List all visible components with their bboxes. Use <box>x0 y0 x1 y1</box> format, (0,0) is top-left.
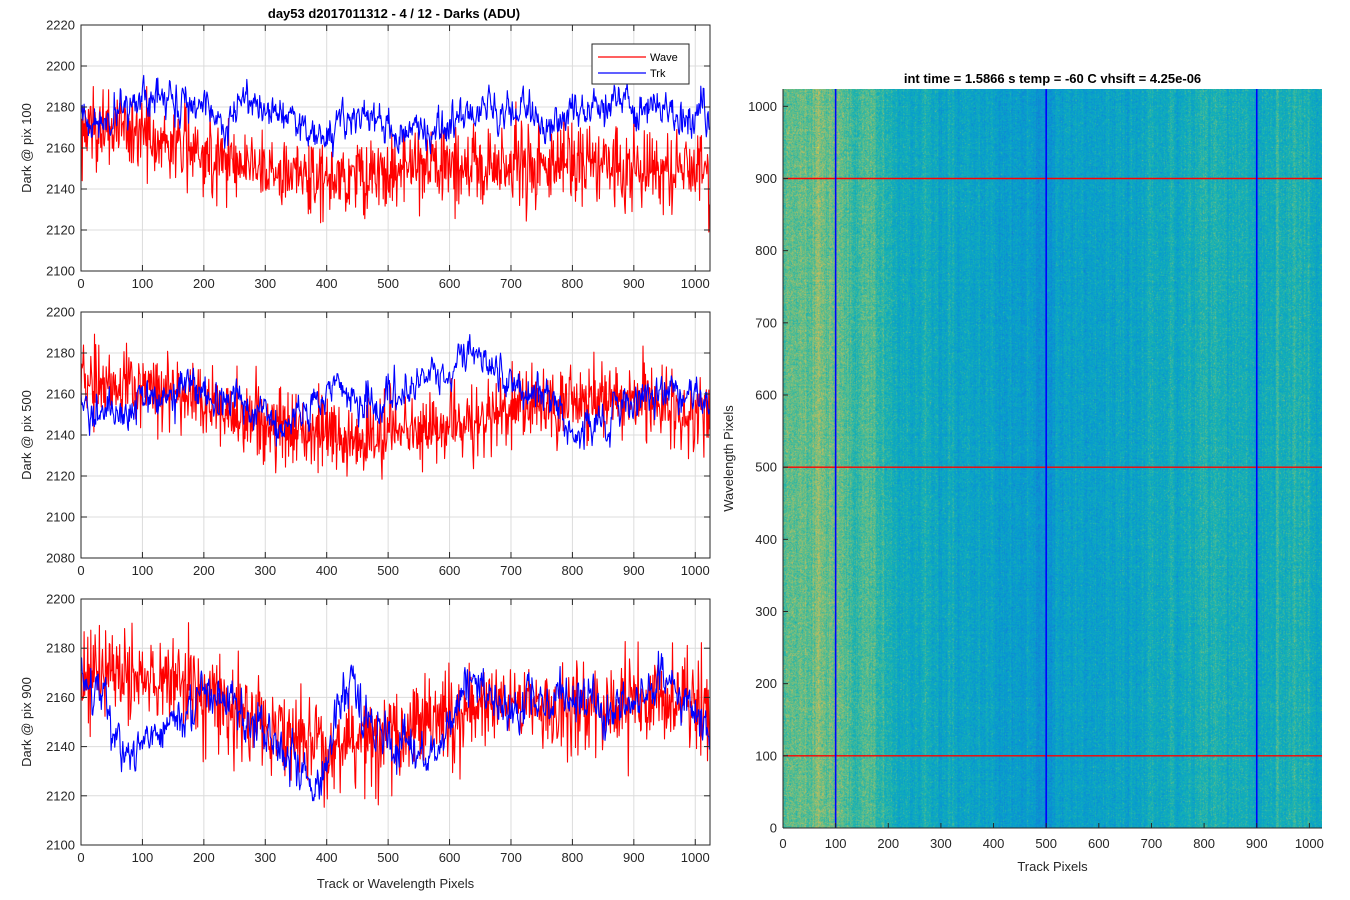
heatmap-title: int time = 1.5866 s temp = -60 C vhsift … <box>904 71 1201 86</box>
x-tick-label: 400 <box>316 276 338 291</box>
x-tick-label: 500 <box>377 563 399 578</box>
x-tick-label: 500 <box>377 850 399 865</box>
y-tick-label: 600 <box>755 387 777 402</box>
y-tick-label: 800 <box>755 243 777 258</box>
x-tick-label: 400 <box>316 563 338 578</box>
figure-title: day53 d2017011312 - 4 / 12 - Darks (ADU) <box>268 6 520 21</box>
x-tick-label: 600 <box>1088 836 1110 851</box>
y-tick-label: 900 <box>755 171 777 186</box>
x-tick-label: 800 <box>562 563 584 578</box>
y-axis-label: Dark @ pix 900 <box>19 677 34 767</box>
x-tick-label: 100 <box>132 276 154 291</box>
x-tick-label: 200 <box>877 836 899 851</box>
y-tick-label: 2200 <box>46 305 75 320</box>
y-axis-label: Dark @ pix 500 <box>19 390 34 480</box>
series-line-trk <box>80 650 710 802</box>
x-axis-label: Track Pixels <box>1017 859 1088 874</box>
y-tick-label: 700 <box>755 315 777 330</box>
y-tick-label: 2100 <box>46 510 75 525</box>
x-tick-label: 900 <box>623 850 645 865</box>
heatmap-image <box>783 89 1322 828</box>
x-tick-label: 700 <box>1141 836 1163 851</box>
line-panel-pix-100: 0 100 200 300 400 500 600 700 800 900 1000 2100 2120… <box>19 18 711 291</box>
x-tick-label: 1000 <box>681 276 710 291</box>
legend-box <box>591 43 690 85</box>
y-tick-label: 2140 <box>46 428 75 443</box>
x-tick-label: 1000 <box>681 563 710 578</box>
y-tick-label: 400 <box>755 532 777 547</box>
y-tick-label: 2180 <box>46 641 75 656</box>
y-tick-label: 2140 <box>46 182 75 197</box>
y-tick-label: 2220 <box>46 18 75 33</box>
series-line-trk <box>80 334 710 450</box>
x-tick-label: 900 <box>623 276 645 291</box>
x-tick-label: 300 <box>254 563 276 578</box>
x-tick-label: 900 <box>623 563 645 578</box>
x-tick-label: 1000 <box>681 850 710 865</box>
x-tick-label: 400 <box>983 836 1005 851</box>
y-tick-label: 2160 <box>46 141 75 156</box>
y-tick-label: 300 <box>755 604 777 619</box>
heatmap-panel: 0 100 200 300 400 500 600 700 800 900 1000 0 100 200 3… <box>721 71 1324 874</box>
y-tick-label: 0 <box>770 821 777 836</box>
x-tick-label: 600 <box>439 563 461 578</box>
x-tick-label: 100 <box>825 836 847 851</box>
x-axis-label: Track or Wavelength Pixels <box>317 876 475 891</box>
y-axis-label: Wavelength Pixels <box>721 405 736 512</box>
x-tick-label: 500 <box>1035 836 1057 851</box>
line-panel-pix-900: 0 100 200 300 400 500 600 700 800 900 1000 2100 2120… <box>19 592 711 891</box>
x-tick-label: 500 <box>377 276 399 291</box>
x-tick-label: 700 <box>500 563 522 578</box>
y-tick-label: 2180 <box>46 346 75 361</box>
legend-label-trk: Trk <box>650 68 666 80</box>
y-tick-label: 500 <box>755 460 777 475</box>
y-tick-label: 2120 <box>46 223 75 238</box>
y-tick-label: 2100 <box>46 264 75 279</box>
y-tick-label: 2160 <box>46 690 75 705</box>
x-tick-label: 0 <box>77 276 84 291</box>
x-tick-label: 0 <box>779 836 786 851</box>
series-line-trk <box>80 74 710 158</box>
x-tick-label: 800 <box>562 276 584 291</box>
x-tick-label: 200 <box>193 850 215 865</box>
y-tick-label: 200 <box>755 676 777 691</box>
series-line-wave <box>80 333 710 480</box>
y-tick-label: 2080 <box>46 551 75 566</box>
y-tick-label: 2180 <box>46 100 75 115</box>
series-line-wave <box>80 85 710 233</box>
y-tick-label: 2200 <box>46 59 75 74</box>
x-tick-label: 1000 <box>1295 836 1324 851</box>
x-tick-label: 100 <box>132 850 154 865</box>
x-tick-label: 800 <box>562 850 584 865</box>
x-tick-label: 600 <box>439 850 461 865</box>
y-tick-label: 2200 <box>46 592 75 607</box>
axes-box <box>80 598 711 846</box>
x-tick-label: 300 <box>254 850 276 865</box>
y-tick-label: 1000 <box>748 99 777 114</box>
x-tick-label: 800 <box>1193 836 1215 851</box>
x-tick-label: 0 <box>77 563 84 578</box>
x-tick-label: 300 <box>254 276 276 291</box>
line-panel-pix-500: 0 100 200 300 400 500 600 700 800 900 1000 2080 2100… <box>19 305 711 578</box>
x-tick-label: 700 <box>500 850 522 865</box>
y-tick-label: 2140 <box>46 739 75 754</box>
x-tick-label: 700 <box>500 276 522 291</box>
y-tick-label: 2100 <box>46 838 75 853</box>
x-tick-label: 300 <box>930 836 952 851</box>
y-tick-label: 2160 <box>46 387 75 402</box>
x-tick-label: 100 <box>132 563 154 578</box>
x-tick-label: 400 <box>316 850 338 865</box>
y-axis-label: Dark @ pix 100 <box>19 103 34 193</box>
legend: Wave Trk <box>591 43 690 85</box>
x-tick-label: 600 <box>439 276 461 291</box>
x-tick-label: 200 <box>193 276 215 291</box>
y-tick-label: 2120 <box>46 469 75 484</box>
x-tick-label: 0 <box>77 850 84 865</box>
legend-label-wave: Wave <box>650 52 678 64</box>
y-tick-label: 100 <box>755 748 777 763</box>
x-tick-label: 200 <box>193 563 215 578</box>
x-tick-label: 900 <box>1246 836 1268 851</box>
y-tick-label: 2120 <box>46 788 75 803</box>
